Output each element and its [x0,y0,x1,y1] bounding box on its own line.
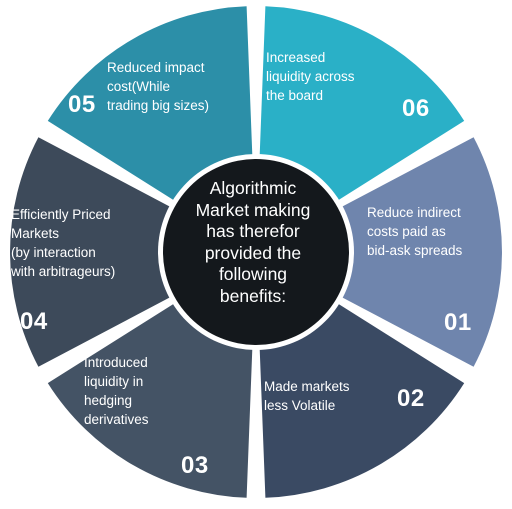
segment-03-number: 03 [181,452,209,479]
segment-06-shape [259,6,465,204]
segment-05-shape [47,6,253,204]
segment-01-number: 01 [444,309,472,336]
segment-02-text: Made markets less Volatile [264,379,350,413]
segment-03-shape [47,301,253,498]
segment-02-number: 02 [397,385,425,412]
segment-01-text: Reduce indirect costs paid as bid-ask sp… [367,205,463,258]
segment-05-number: 05 [68,91,96,118]
center-circle [163,159,349,345]
segment-06-text: Increased liquidity across the board [266,50,355,103]
segment-05-text: Reduced impact cost(While trading big si… [107,60,210,113]
center-heading: Algorithmic Market making has therefor p… [195,178,311,306]
segment-02-shape [259,301,465,498]
segment-04-number: 04 [20,308,48,335]
segment-04-shape [10,137,175,367]
segment-01-shape [337,137,502,367]
segment-06-number: 06 [402,95,430,122]
segment-04-text: Efficiently Priced Markets (by interacti… [11,207,116,279]
segment-03-text: Introduced liquidity in hedging derivati… [84,355,149,427]
